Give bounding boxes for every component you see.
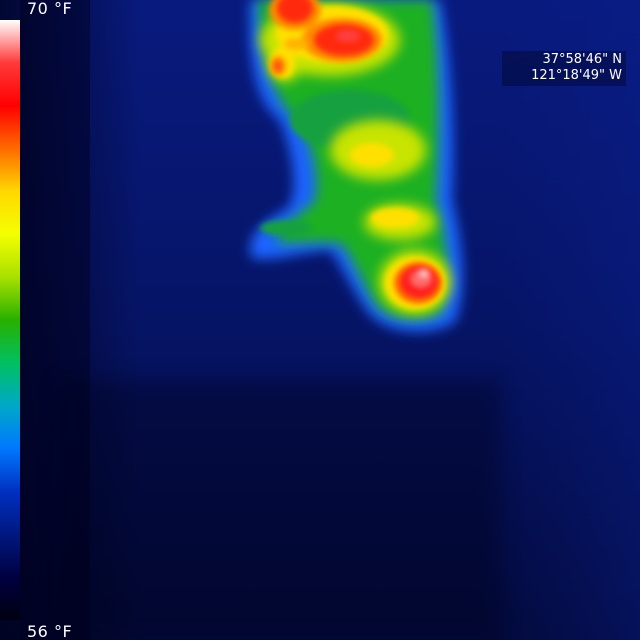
min-temperature-label: 56 °F xyxy=(27,622,73,640)
max-temperature-label: 70 °F xyxy=(27,0,73,18)
latitude-readout: 37°58'46" N xyxy=(542,52,622,67)
temperature-color-scale xyxy=(0,20,20,620)
longitude-readout: 121°18'49" W xyxy=(531,68,622,83)
gps-coordinates: 37°58'46" N 121°18'49" W xyxy=(502,51,626,86)
